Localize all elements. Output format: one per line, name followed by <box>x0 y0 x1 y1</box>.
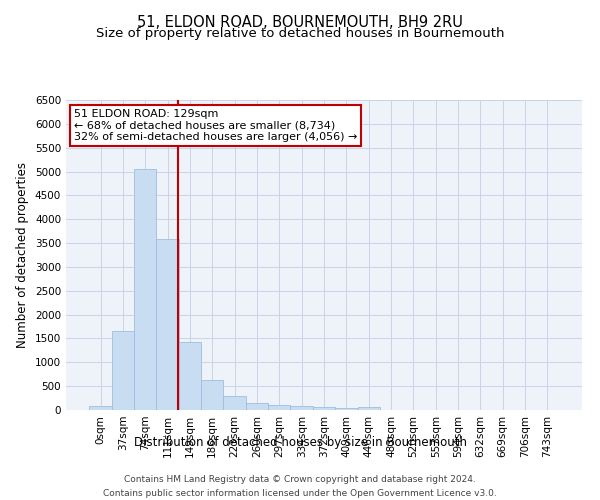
Bar <box>223 396 246 410</box>
Bar <box>290 406 313 410</box>
Text: 51 ELDON ROAD: 129sqm
← 68% of detached houses are smaller (8,734)
32% of semi-d: 51 ELDON ROAD: 129sqm ← 68% of detached … <box>74 110 357 142</box>
Text: Contains HM Land Registry data © Crown copyright and database right 2024.
Contai: Contains HM Land Registry data © Crown c… <box>103 476 497 498</box>
Bar <box>335 408 358 410</box>
Bar <box>179 342 201 410</box>
Text: Distribution of detached houses by size in Bournemouth: Distribution of detached houses by size … <box>133 436 467 449</box>
Bar <box>313 408 335 410</box>
Bar <box>358 407 380 410</box>
Bar <box>201 380 223 410</box>
Bar <box>157 240 179 410</box>
Y-axis label: Number of detached properties: Number of detached properties <box>16 162 29 348</box>
Bar <box>268 405 290 410</box>
Bar <box>246 402 268 410</box>
Bar <box>112 332 134 410</box>
Bar <box>134 169 157 410</box>
Text: Size of property relative to detached houses in Bournemouth: Size of property relative to detached ho… <box>96 28 504 40</box>
Text: 51, ELDON ROAD, BOURNEMOUTH, BH9 2RU: 51, ELDON ROAD, BOURNEMOUTH, BH9 2RU <box>137 15 463 30</box>
Bar <box>89 406 112 410</box>
